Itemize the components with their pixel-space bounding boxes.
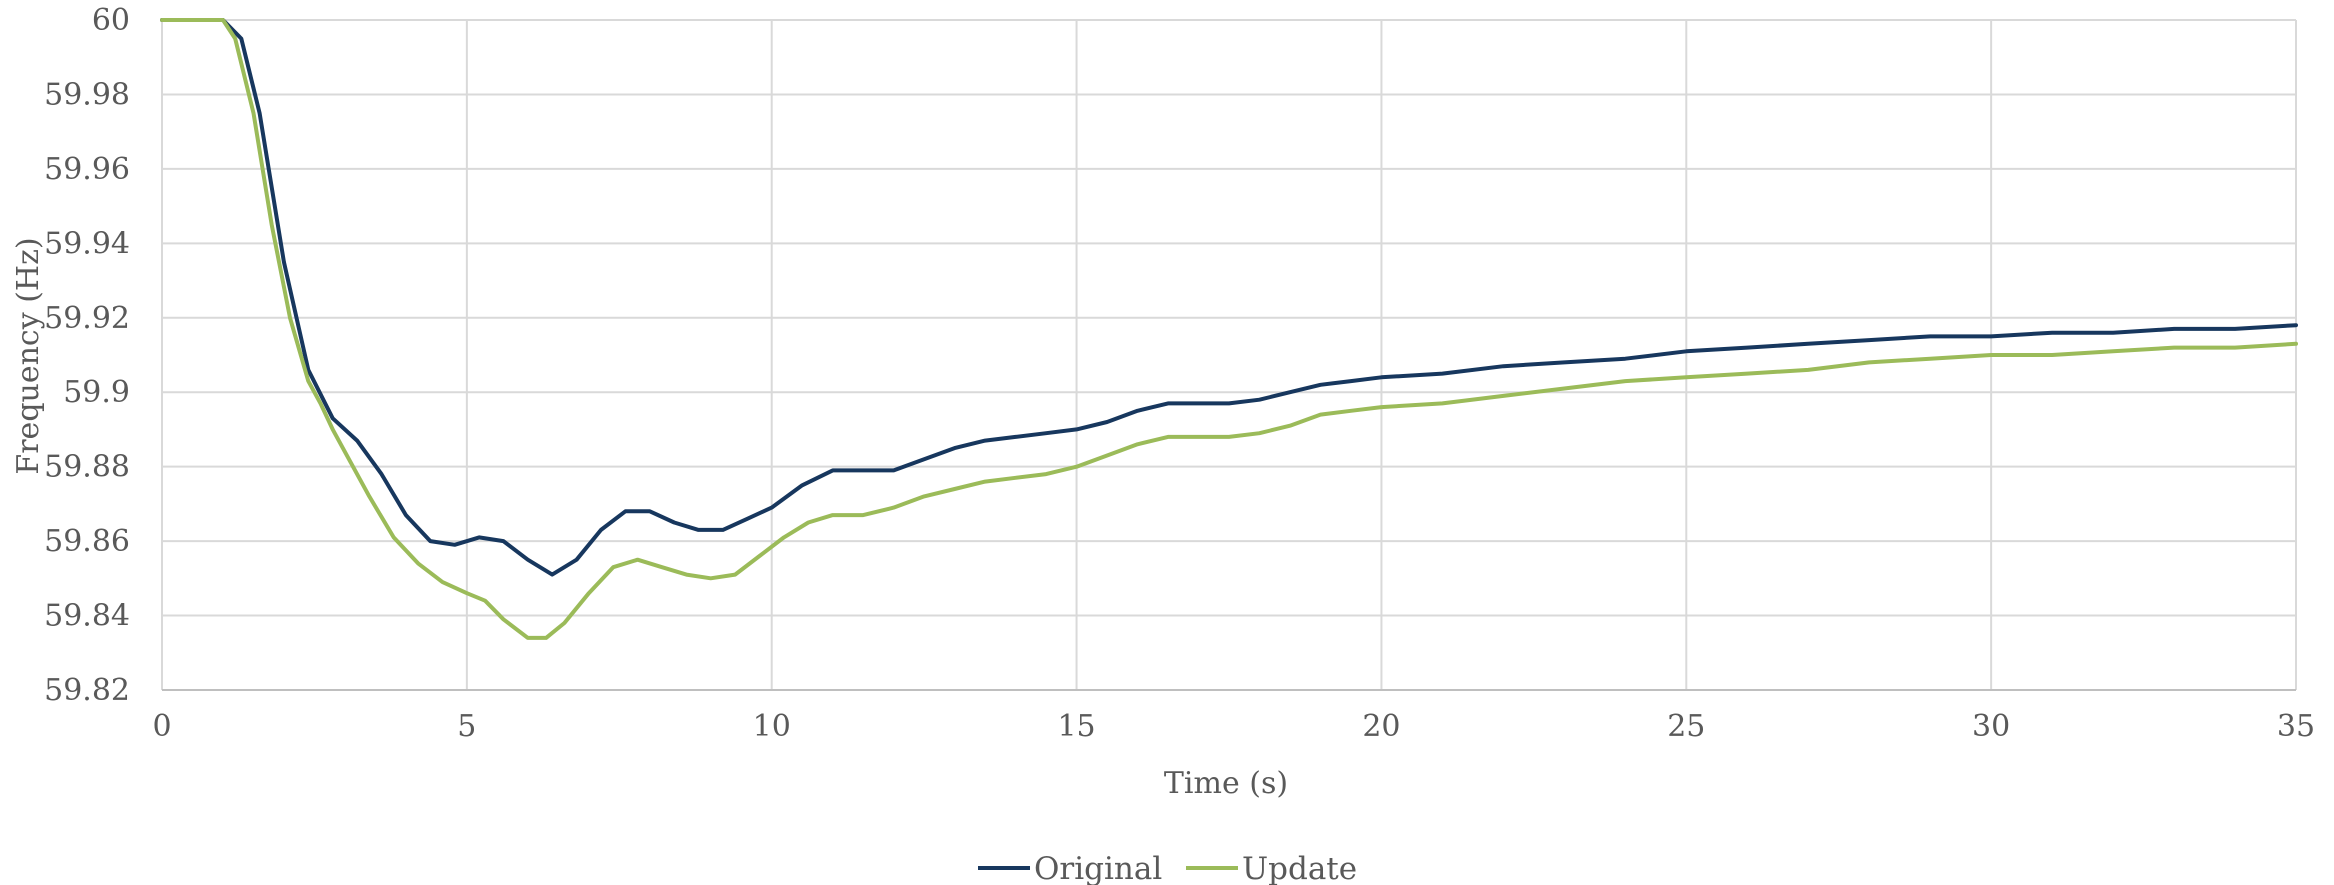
y-tick-label: 59.94 [44,226,130,261]
y-tick-label: 59.96 [44,152,130,187]
y-tick-label: 59.9 [63,375,130,410]
x-tick-label: 0 [152,709,171,744]
y-tick-label: 59.82 [44,673,130,708]
gridlines [161,19,2297,691]
y-tick-label: 59.84 [44,599,130,634]
x-tick-label: 5 [457,709,476,744]
series-line-update [160,18,2298,640]
x-tick-label: 20 [1362,709,1400,744]
y-axis-title: Frequency (Hz) [11,237,46,474]
x-axis-title: Time (s) [1164,766,1288,801]
y-tick-label: 59.86 [44,524,130,559]
y-tick-labels: 59.82 59.84 59.86 59.88 59.9 59.92 59.94 59.96 5… [44,3,130,708]
legend-label-original: Original [1034,851,1162,885]
x-tick-label: 15 [1057,709,1095,744]
x-tick-label: 10 [753,709,791,744]
y-tick-label: 59.98 [44,77,130,112]
legend: Original Update [978,851,1357,885]
x-tick-label: 35 [2277,709,2315,744]
y-tick-label: 59.88 [44,450,130,485]
series-lines [160,18,2298,640]
x-tick-label: 30 [1972,709,2010,744]
legend-label-update: Update [1242,851,1357,885]
y-tick-label: 60 [92,3,130,38]
x-tick-labels: 0 5 10 15 20 25 30 35 [152,709,2315,744]
series-line-original [160,18,2298,577]
y-tick-label: 59.92 [44,301,130,336]
x-tick-label: 25 [1667,709,1705,744]
